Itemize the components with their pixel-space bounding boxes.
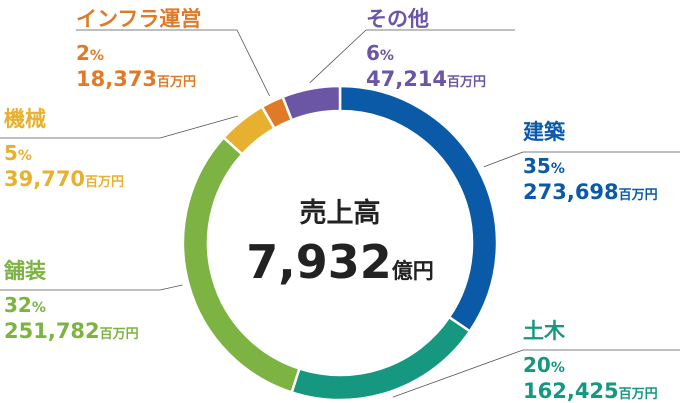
leader-connector-doboku bbox=[392, 349, 524, 398]
leader-connector-sonota bbox=[309, 29, 367, 84]
label-percent-doboku: 20% bbox=[523, 353, 565, 377]
total-value: 7,932 bbox=[246, 235, 392, 289]
label-name-infra: インフラ運営 bbox=[76, 7, 201, 31]
label-name-sonota: その他 bbox=[366, 7, 429, 31]
leader-connector-hoso bbox=[159, 284, 183, 291]
label-amount-hoso: 251,782百万円 bbox=[4, 319, 139, 343]
label-name-kenchiku: 建築 bbox=[523, 120, 566, 144]
label-amount-kenchiku: 273,698百万円 bbox=[523, 180, 658, 204]
label-percent-kenchiku: 35% bbox=[523, 154, 565, 178]
slice-sonota bbox=[281, 84, 342, 122]
center-total: 7,932億円 bbox=[246, 235, 434, 289]
slice-doboku bbox=[290, 315, 472, 402]
total-unit: 億円 bbox=[392, 259, 434, 283]
label-amount-sonota: 47,214百万円 bbox=[366, 67, 486, 91]
leader-connector-kikai bbox=[159, 115, 238, 139]
label-name-hoso: 舗装 bbox=[3, 259, 46, 283]
label-name-kikai: 機械 bbox=[4, 107, 46, 131]
label-percent-infra: 2% bbox=[76, 41, 104, 65]
leader-lines bbox=[0, 29, 680, 398]
label-amount-infra: 18,373百万円 bbox=[76, 67, 196, 91]
donut-ring bbox=[181, 84, 499, 402]
center-title: 売上高 bbox=[300, 197, 381, 229]
label-name-doboku: 土木 bbox=[523, 319, 566, 343]
leader-connector-infra bbox=[236, 29, 270, 97]
label-percent-hoso: 32% bbox=[4, 293, 46, 317]
label-percent-kikai: 5% bbox=[4, 141, 32, 165]
label-amount-doboku: 162,425百万円 bbox=[523, 379, 658, 403]
leader-connector-kenchiku bbox=[483, 151, 524, 168]
label-amount-kikai: 39,770百万円 bbox=[4, 167, 124, 191]
label-percent-sonota: 6% bbox=[366, 41, 394, 65]
